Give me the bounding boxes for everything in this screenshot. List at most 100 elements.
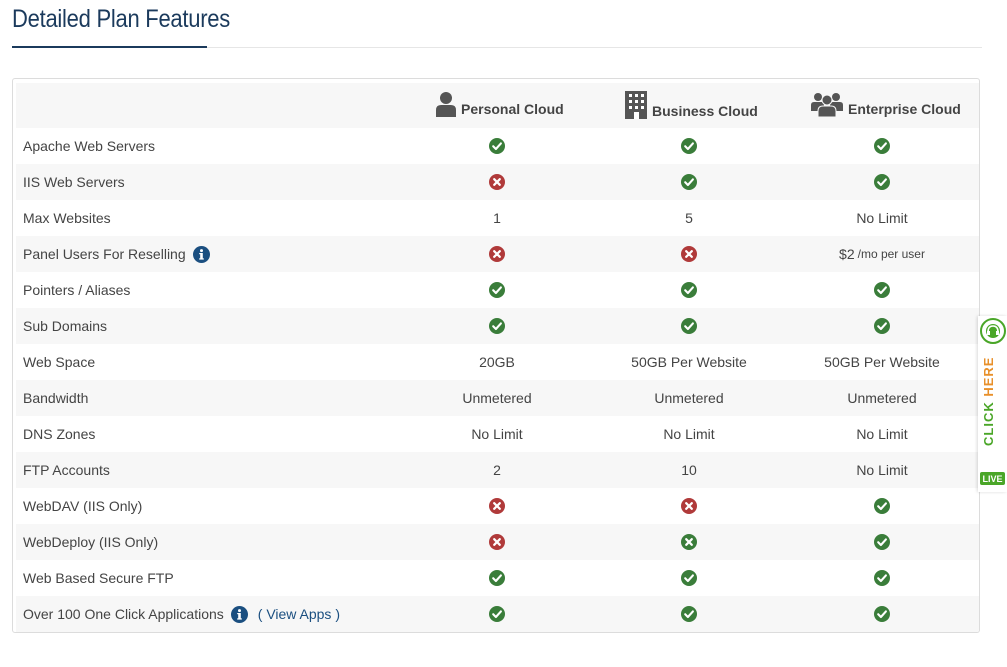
cell-value: No Limit [787, 200, 977, 236]
feature-name: Web Space [23, 344, 95, 380]
cell-text: 2 [493, 462, 501, 478]
check-icon [402, 596, 592, 632]
check-icon [594, 308, 784, 344]
plan-name: Business Cloud [652, 103, 758, 119]
check-icon [787, 596, 977, 632]
title-underline [12, 46, 207, 48]
check-icon [402, 128, 592, 164]
cell-text: No Limit [856, 462, 908, 478]
cell-value: 50GB Per Website [787, 344, 977, 380]
feature-name: WebDAV (IIS Only) [23, 488, 142, 524]
table-row: WebDeploy (IIS Only) [16, 524, 979, 560]
cross-icon [402, 488, 592, 524]
table-row: Apache Web Servers [16, 128, 979, 164]
check-icon [787, 488, 977, 524]
live-badge: LIVE [980, 472, 1005, 485]
plan-name: Enterprise Cloud [848, 101, 961, 117]
cell-text: $2 [839, 246, 855, 262]
feature-label: Pointers / Aliases [23, 282, 131, 298]
cell-value: 5 [594, 200, 784, 236]
cross-icon [402, 524, 592, 560]
cell-value: No Limit [787, 452, 977, 488]
check-icon [787, 560, 977, 596]
cell-text: 50GB Per Website [631, 354, 747, 370]
feature-name: Sub Domains [23, 308, 107, 344]
cell-text: No Limit [471, 426, 523, 442]
table-row: Sub Domains [16, 308, 979, 344]
headset-icon [980, 318, 1006, 344]
cell-value: 2 [402, 452, 592, 488]
feature-label: DNS Zones [23, 426, 96, 442]
table-header-row: Personal Cloud Business Cloud Enterprise… [16, 83, 979, 128]
check-icon [787, 164, 977, 200]
cell-text: 1 [493, 210, 501, 226]
info-icon[interactable] [230, 605, 248, 623]
table-row: IIS Web Servers [16, 164, 979, 200]
feature-label: Bandwidth [23, 390, 89, 406]
cell-text: 5 [685, 210, 693, 226]
check-icon [402, 308, 592, 344]
table-row: Web Based Secure FTP [16, 560, 979, 596]
feature-name: IIS Web Servers [23, 164, 125, 200]
cell-value: 1 [402, 200, 592, 236]
table-row: DNS Zones No Limit No Limit No Limit [16, 416, 979, 452]
group-icon [811, 91, 843, 117]
plan-name: Personal Cloud [461, 101, 564, 117]
cell-text: 20GB [479, 354, 515, 370]
check-icon [787, 272, 977, 308]
live-chat-tab[interactable]: CLICK HERE LIVE [978, 316, 1007, 492]
click-here-label[interactable]: CLICK HERE [981, 356, 996, 446]
feature-name: DNS Zones [23, 416, 95, 452]
plan-header-business: Business Cloud [625, 91, 758, 119]
feature-name: FTP Accounts [23, 452, 110, 488]
plan-features-table: Personal Cloud Business Cloud Enterprise… [12, 78, 980, 633]
feature-label: Max Websites [23, 210, 111, 226]
cell-value: No Limit [787, 416, 977, 452]
cross-icon [402, 164, 592, 200]
check-icon [787, 308, 977, 344]
cell-text: 50GB Per Website [824, 354, 940, 370]
feature-label: IIS Web Servers [23, 174, 125, 190]
check-icon [787, 128, 977, 164]
feature-name: Over 100 One Click Applications ( View Ap… [23, 596, 340, 632]
cell-value: No Limit [402, 416, 592, 452]
cell-value: Unmetered [402, 380, 592, 416]
cell-text: No Limit [856, 210, 908, 226]
feature-name: Pointers / Aliases [23, 272, 130, 308]
feature-label: Web Space [23, 354, 96, 370]
cell-unit: /mo per user [857, 247, 925, 261]
feature-name: Apache Web Servers [23, 128, 155, 164]
table-row: Max Websites 1 5 No Limit [16, 200, 979, 236]
table-row: Pointers / Aliases [16, 272, 979, 308]
cross-icon [594, 488, 784, 524]
info-icon[interactable] [192, 245, 210, 263]
view-apps-link[interactable]: ( View Apps ) [257, 606, 340, 622]
cell-text: Unmetered [462, 390, 532, 406]
cell-text: Unmetered [654, 390, 724, 406]
cell-text: No Limit [856, 426, 908, 442]
plan-header-enterprise: Enterprise Cloud [811, 91, 961, 117]
cross-icon [594, 236, 784, 272]
plan-header-personal: Personal Cloud [436, 91, 564, 117]
feature-label: WebDAV (IIS Only) [23, 498, 143, 514]
feature-label: FTP Accounts [23, 462, 110, 478]
table-row: Over 100 One Click Applications ( View Ap… [16, 596, 979, 632]
check-icon [402, 272, 592, 308]
feature-name: Bandwidth [23, 380, 88, 416]
cell-value: No Limit [594, 416, 784, 452]
cell-value: 50GB Per Website [594, 344, 784, 380]
feature-name: Panel Users For Reselling [23, 236, 210, 272]
check-icon [787, 524, 977, 560]
table-row: Web Space 20GB 50GB Per Website 50GB Per We… [16, 344, 979, 380]
building-icon [625, 91, 647, 119]
cell-text: No Limit [663, 426, 715, 442]
cell-value: Unmetered [787, 380, 977, 416]
check-icon [594, 128, 784, 164]
page-title: Detailed Plan Features [12, 5, 230, 33]
feature-label: Over 100 One Click Applications [23, 606, 224, 622]
title-divider [12, 47, 982, 48]
person-icon [436, 91, 456, 117]
cell-value: Unmetered [594, 380, 784, 416]
cross-icon [594, 524, 784, 560]
table-row: Panel Users For Reselling $2/mo per user [16, 236, 979, 272]
